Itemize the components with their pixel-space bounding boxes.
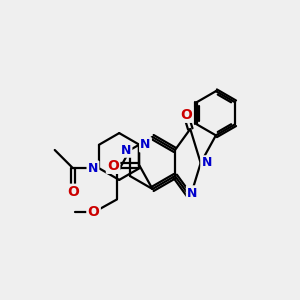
Text: O: O [107, 159, 119, 172]
Text: O: O [88, 206, 100, 219]
Text: O: O [180, 108, 192, 122]
Text: N: N [140, 138, 151, 151]
Text: N: N [88, 162, 98, 175]
Text: O: O [67, 185, 79, 199]
Text: N: N [121, 143, 131, 157]
Text: N: N [202, 157, 212, 169]
Text: N: N [187, 187, 197, 200]
